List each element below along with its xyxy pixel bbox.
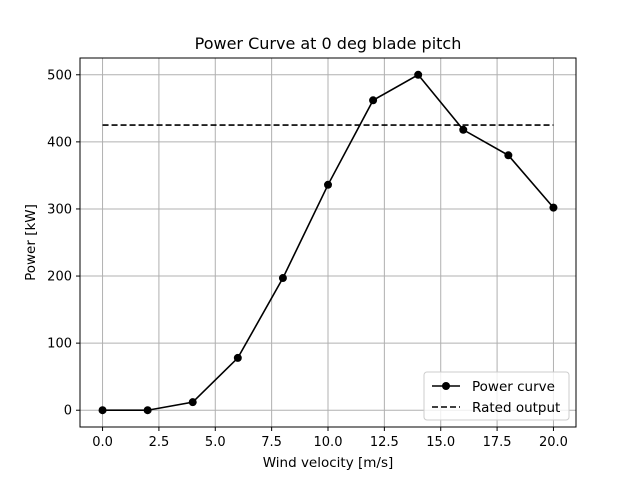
legend: Power curve Rated output [423, 371, 570, 421]
x-tick-label: 15.0 [426, 435, 455, 450]
x-tick-label: 5.0 [205, 435, 226, 450]
y-tick-label: 500 [47, 68, 72, 83]
power-curve-point [504, 151, 513, 160]
power-curve-point [278, 274, 287, 283]
y-tick-label: 300 [47, 202, 72, 217]
chart-title: Power Curve at 0 deg blade pitch [195, 34, 462, 53]
x-tick-label: 20.0 [539, 435, 568, 450]
power-curve-point [414, 70, 423, 79]
power-curve-point [233, 353, 242, 362]
x-axis-label: Wind velocity [m/s] [263, 455, 394, 471]
legend-rated-output-label: Rated output [472, 400, 560, 416]
x-tick-label: 12.5 [370, 435, 399, 450]
y-tick-label: 0 [64, 404, 72, 419]
x-tick-label: 10.0 [314, 435, 343, 450]
x-tick-label: 7.5 [261, 435, 282, 450]
ticks: 0.0 2.5 5.0 7.5 10.0 12.5 15.0 17.5 20.0 0 100 200 3… [47, 68, 568, 450]
y-tick-label: 100 [47, 337, 72, 352]
legend-power-curve-label: Power curve [472, 379, 555, 395]
x-tick-label: 17.5 [483, 435, 512, 450]
y-tick-label: 400 [47, 135, 72, 150]
power-curve-point [98, 406, 107, 415]
legend-box [423, 371, 570, 421]
y-tick-label: 200 [47, 270, 72, 285]
power-curve-point [143, 406, 152, 415]
power-curve-point [549, 203, 558, 212]
y-axis-label: Power [kW] [23, 204, 39, 281]
x-tick-label: 0.0 [92, 435, 113, 450]
power-curve-point [324, 180, 332, 189]
power-curve-point [369, 96, 378, 105]
x-tick-label: 2.5 [149, 435, 170, 450]
series-layer [98, 70, 558, 415]
power-curve-point [188, 398, 197, 407]
power-curve-point [459, 125, 468, 134]
legend-power-curve-marker [442, 382, 450, 390]
